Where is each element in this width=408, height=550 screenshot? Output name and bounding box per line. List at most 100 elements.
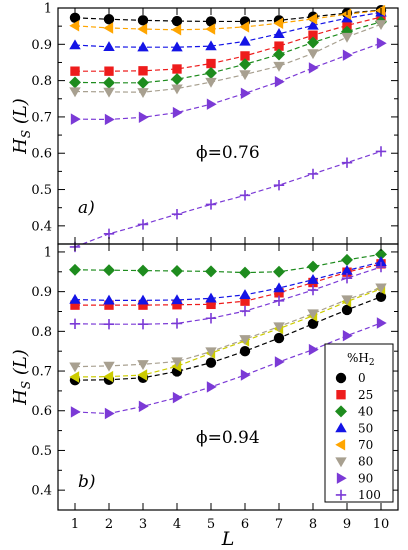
panel-b-series-0-point [205, 357, 217, 368]
legend-label-40: 40 [358, 405, 373, 419]
x-tick-label: 7 [275, 517, 283, 532]
panel-a-series-70-point [205, 23, 216, 35]
y-axis-title-b-rest: (L) [10, 349, 31, 381]
panel-a-series-25-point [138, 66, 148, 76]
panel-a-series-90-point [342, 49, 353, 61]
panel-b-series-100-line [74, 266, 382, 325]
panel-b-series-25-point [104, 300, 114, 310]
panel-a-series-80-point [239, 70, 251, 81]
panel-a-series-100-point [375, 146, 387, 157]
panel-b-series-90-point [376, 317, 387, 329]
panel-a-series-40-point [307, 36, 319, 49]
panel-b-series-80-point [69, 362, 81, 373]
panel-b-series-40-point [171, 265, 183, 277]
panel-a-series-100-point [205, 199, 217, 210]
panel-a-series-25-line [75, 16, 382, 72]
panel-a-series-90-point [138, 111, 149, 124]
panel-a-series-40-point [239, 58, 251, 71]
panel-a-series-100-point [137, 219, 149, 230]
panel-b-series-0-point [375, 291, 387, 303]
panel-a-series-50-point [307, 19, 319, 30]
panel-b-series-25-point [240, 296, 250, 306]
panel-a-series-25-point [206, 58, 216, 69]
legend-label-50: 50 [358, 421, 373, 435]
legend-marker-80 [335, 457, 347, 468]
legend-title-main: %H [347, 351, 369, 365]
panel-a-series-80-point [205, 77, 217, 88]
legend-marker-50 [335, 422, 347, 433]
panel-a-series-25-point [274, 41, 284, 51]
panel-b-series-90-point [240, 369, 251, 381]
panel-b-ytick-label: 0.6 [31, 404, 52, 419]
panel-b-series-70-point [137, 369, 148, 381]
panel-a-series-40-line [74, 21, 382, 84]
panel-b-series-90-point [308, 343, 319, 356]
panel-b-annotation: ϕ=0.94 [196, 428, 260, 448]
panel-b-series-70-point [69, 371, 80, 383]
panel-a-ytick-label: 0.9 [31, 38, 52, 53]
panel-b-series-70-point [103, 370, 114, 383]
y-axis-title-a-sub: S [19, 130, 33, 138]
legend-marker-40 [335, 405, 347, 418]
panel-a-series-50-point [205, 40, 217, 51]
legend-title: %H2 [347, 351, 375, 368]
x-tick-label: 6 [241, 517, 249, 532]
panel-a-series-0-line [74, 9, 382, 23]
panel-b-frame [57, 243, 399, 511]
x-tick-label: 2 [105, 517, 113, 532]
panel-a-series-80-point [103, 87, 115, 98]
legend-label-100: 100 [358, 488, 381, 502]
x-axis-title: L [221, 528, 235, 550]
y-axis-title-b-sub: S [19, 381, 33, 389]
panel-b-series-25 [70, 259, 386, 310]
panel-a-series-50-point [171, 41, 183, 52]
panel-a-label: a) [78, 198, 95, 218]
panel-a-series-90-point [274, 75, 285, 88]
panel-a-series-80 [69, 20, 387, 98]
panel-b-series-25-line [75, 263, 382, 306]
panel-b-series-100-point [205, 313, 217, 324]
panel-a-series-70-point [137, 23, 148, 35]
panel-b-series-40-point [69, 263, 81, 276]
panel-a-series-80-line [74, 23, 382, 93]
panel-b-series-80-point [341, 295, 353, 306]
panel-b-series-80-point [205, 347, 217, 358]
x-tick-label: 10 [373, 517, 390, 532]
panel-b-ytick-label: 0.9 [31, 285, 52, 300]
legend-label-70: 70 [358, 438, 373, 452]
panel-a-series-90-point [308, 62, 319, 74]
x-tick-label: 5 [207, 517, 215, 532]
panel-b-series-100 [69, 261, 387, 330]
panel-a-series-90-point [206, 98, 217, 110]
panel-b-series-90 [70, 317, 387, 420]
panel-b-series-100-point [273, 295, 285, 306]
x-tick-label: 4 [173, 517, 181, 532]
panel-a-series-90-point [376, 37, 387, 49]
panel-a-series-70-point [341, 8, 352, 20]
panel-b-series-50 [69, 256, 387, 305]
panel-b-ytick-label: 1 [44, 245, 52, 260]
legend-label-80: 80 [358, 455, 373, 469]
panel-a-series-0-point [205, 16, 217, 27]
panel-a-series-100-point [171, 209, 183, 220]
panel-a-series-90-point [104, 113, 115, 126]
x-tick-label: 9 [343, 517, 351, 532]
legend-marker-70 [335, 439, 346, 451]
panel-a-series-90-point [240, 87, 251, 100]
panel-b-series-40-point [375, 248, 387, 261]
panel-b-series-25-point [206, 299, 216, 310]
panel-a-series-90-point [70, 113, 81, 125]
panel-b-series-100-point [307, 284, 319, 296]
panel-a-series-25-point [308, 30, 318, 40]
panel-a-ytick-label: 0.5 [31, 183, 52, 198]
panel-b-series-70-line [74, 288, 382, 378]
panel-a-series-80-point [341, 32, 353, 43]
panel-b-series-0-point [341, 304, 353, 316]
panel-a-series-90-line [74, 42, 382, 121]
panel-a-series-80-point [273, 61, 285, 72]
panel-a-series-90 [70, 37, 387, 126]
panel-b-series-40 [69, 248, 387, 279]
panel-b-series-0-point [239, 345, 251, 357]
panel-a-series-80-point [307, 49, 319, 60]
